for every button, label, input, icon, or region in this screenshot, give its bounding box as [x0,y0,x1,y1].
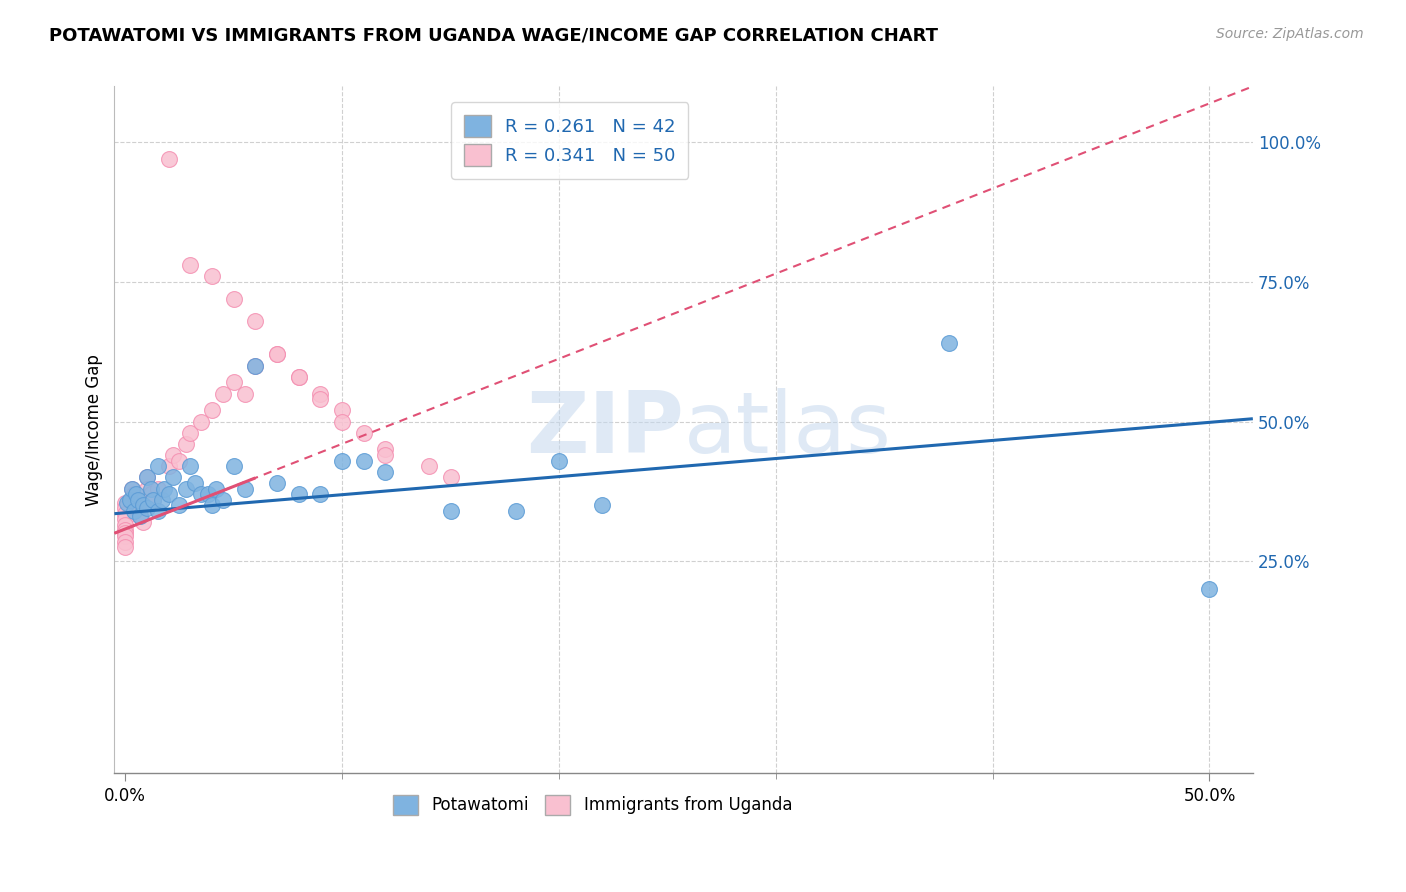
Point [125,492,148,507]
Point [121,482,143,496]
Point [136,501,159,516]
Point [114,517,136,532]
Point [141,487,163,501]
Point [330,403,353,417]
Point [309,487,332,501]
Point [266,475,288,490]
Point [174,482,197,496]
Point [162,470,184,484]
Point [122,487,145,501]
Text: ZIP: ZIP [526,388,683,471]
Point [146,459,169,474]
Point [129,509,152,524]
Point [222,376,245,390]
Point [183,475,205,490]
Point [205,482,228,496]
Point [287,487,309,501]
Point [141,482,163,496]
Point [211,492,233,507]
Point [114,526,136,541]
Point [353,453,375,467]
Point [136,470,159,484]
Legend: Potawatomi, Immigrants from Uganda: Potawatomi, Immigrants from Uganda [385,787,800,823]
Point [142,492,165,507]
Point [169,453,191,467]
Point [146,504,169,518]
Point [418,459,440,474]
Point [266,347,288,361]
Point [222,292,245,306]
Point [211,386,233,401]
Point [157,152,180,166]
Point [114,495,136,509]
Point [245,314,267,328]
Point [157,459,180,474]
Point [117,495,139,509]
Point [309,392,332,407]
Point [233,482,256,496]
Point [162,448,184,462]
Point [374,465,396,479]
Point [439,470,461,484]
Point [146,482,169,496]
Point [125,487,148,501]
Point [179,425,201,440]
Point [266,347,288,361]
Point [118,492,141,507]
Point [190,487,212,501]
Point [591,498,613,512]
Point [287,369,309,384]
Point [129,509,152,524]
Point [114,501,136,516]
Point [169,498,191,512]
Point [287,369,309,384]
Point [114,524,136,538]
Point [114,534,136,549]
Point [174,437,197,451]
Point [179,258,201,272]
Point [153,482,176,496]
Point [330,453,353,467]
Point [150,492,173,507]
Point [233,386,256,401]
Point [157,487,180,501]
Point [309,386,332,401]
Point [131,498,153,512]
Point [548,453,571,467]
Point [136,482,159,496]
Point [190,415,212,429]
Text: POTAWATOMI VS IMMIGRANTS FROM UGANDA WAGE/INCOME GAP CORRELATION CHART: POTAWATOMI VS IMMIGRANTS FROM UGANDA WAG… [49,27,938,45]
Point [127,498,149,512]
Point [353,425,375,440]
Point [222,459,245,474]
Point [245,359,267,373]
Point [505,504,527,518]
Text: atlas: atlas [683,388,891,471]
Point [330,415,353,429]
Text: Source: ZipAtlas.com: Source: ZipAtlas.com [1216,27,1364,41]
Point [136,470,159,484]
Point [245,359,267,373]
Point [374,442,396,457]
Point [179,459,201,474]
Point [201,498,224,512]
Point [374,448,396,462]
Point [114,507,136,521]
Point [127,492,149,507]
Point [121,482,143,496]
Point [201,269,224,284]
Point [142,492,165,507]
Point [131,515,153,529]
Point [439,504,461,518]
Point [1198,582,1220,596]
Point [201,403,224,417]
Point [114,540,136,554]
Point [114,512,136,526]
Y-axis label: Wage/Income Gap: Wage/Income Gap [86,354,103,506]
Point [197,487,219,501]
Point [938,336,960,351]
Point [122,504,145,518]
Point [114,529,136,543]
